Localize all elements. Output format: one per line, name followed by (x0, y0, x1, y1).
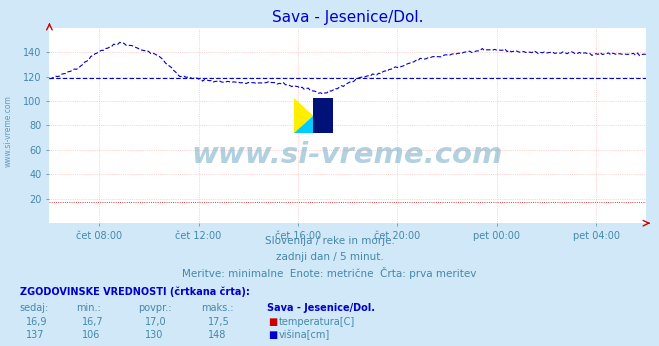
Polygon shape (313, 98, 333, 133)
Text: povpr.:: povpr.: (138, 303, 172, 313)
Text: zadnji dan / 5 minut.: zadnji dan / 5 minut. (275, 252, 384, 262)
Text: 137: 137 (26, 330, 45, 340)
Text: višina[cm]: višina[cm] (279, 330, 330, 340)
Text: 106: 106 (82, 330, 101, 340)
Text: Slovenija / reke in morje.: Slovenija / reke in morje. (264, 236, 395, 246)
Text: 16,9: 16,9 (26, 317, 48, 327)
Polygon shape (294, 98, 313, 133)
Text: 17,5: 17,5 (208, 317, 229, 327)
Text: sedaj:: sedaj: (20, 303, 49, 313)
Text: 17,0: 17,0 (145, 317, 167, 327)
Text: Sava - Jesenice/Dol.: Sava - Jesenice/Dol. (267, 303, 375, 313)
Polygon shape (294, 116, 313, 133)
Text: min.:: min.: (76, 303, 101, 313)
Text: Meritve: minimalne  Enote: metrične  Črta: prva meritev: Meritve: minimalne Enote: metrične Črta:… (183, 267, 476, 279)
Text: maks.:: maks.: (201, 303, 233, 313)
Text: ■: ■ (268, 330, 277, 340)
Text: www.si-vreme.com: www.si-vreme.com (192, 141, 503, 169)
Text: www.si-vreme.com: www.si-vreme.com (3, 95, 13, 167)
Text: 148: 148 (208, 330, 226, 340)
Text: 130: 130 (145, 330, 163, 340)
Text: ZGODOVINSKE VREDNOSTI (črtkana črta):: ZGODOVINSKE VREDNOSTI (črtkana črta): (20, 286, 250, 297)
Text: 16,7: 16,7 (82, 317, 104, 327)
Text: temperatura[C]: temperatura[C] (279, 317, 355, 327)
Text: ■: ■ (268, 317, 277, 327)
Title: Sava - Jesenice/Dol.: Sava - Jesenice/Dol. (272, 10, 423, 25)
